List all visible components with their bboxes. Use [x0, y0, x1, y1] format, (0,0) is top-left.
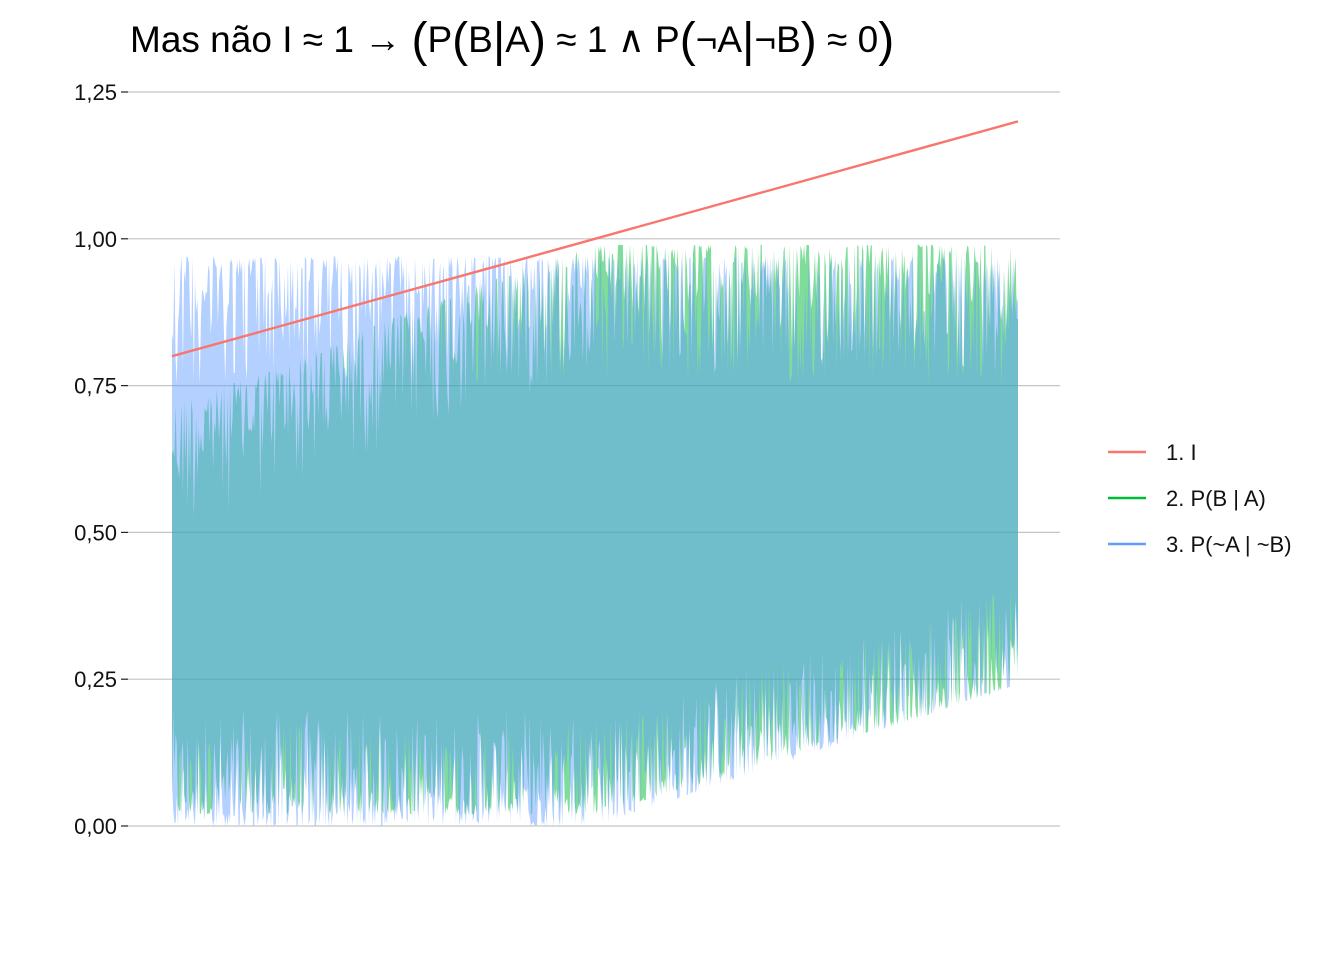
y-tick-label-4: 1,00: [74, 227, 117, 252]
data-lines: [171, 120, 1019, 358]
band-2: [172, 256, 1018, 826]
title-p1-a: A: [505, 19, 530, 60]
title-prefix: Mas não I ≈ 1 →: [130, 19, 411, 60]
chart-title: Mas não I ≈ 1 → (P(B|A) ≈ 1 ∧ P(¬A|¬B) ≈…: [130, 14, 894, 67]
title-p1: P: [427, 19, 452, 60]
title-p2-a: ¬A: [696, 19, 743, 60]
title-suffix: ≈ 0: [817, 19, 878, 60]
title-close1: ): [530, 14, 546, 67]
y-tick-label-5: 1,25: [74, 80, 117, 105]
title-open1: (: [452, 14, 468, 67]
y-tick-label-1: 0,25: [74, 667, 117, 692]
legend-label-3: 3. P(~A | ~B): [1166, 532, 1292, 557]
title-bar2: |: [742, 14, 754, 67]
title-p1-b: B: [468, 19, 493, 60]
band-1: [172, 244, 1018, 815]
title-bar1: |: [493, 14, 505, 67]
title-open2: (: [680, 14, 696, 67]
title-p2-b: ¬B: [754, 19, 800, 60]
title-close2: ): [801, 14, 817, 67]
y-tick-label-2: 0,50: [74, 520, 117, 545]
legend: 1. I 2. P(B | A) 3. P(~A | ~B): [1108, 440, 1292, 557]
y-tick-label-3: 0,75: [74, 374, 117, 399]
title-close-outer: ): [878, 14, 894, 67]
title-open-outer: (: [411, 14, 427, 67]
series-line-1: [171, 120, 1019, 358]
legend-label-2: 2. P(B | A): [1166, 486, 1266, 511]
y-tick-label-0: 0,00: [74, 814, 117, 839]
title-mid: ≈ 1 ∧ P: [546, 19, 680, 60]
y-axis: 0,00 0,25 0,50 0,75 1,00 1,25: [74, 80, 128, 839]
legend-label-1: 1. I: [1166, 440, 1197, 465]
data-bands: [172, 244, 1018, 826]
